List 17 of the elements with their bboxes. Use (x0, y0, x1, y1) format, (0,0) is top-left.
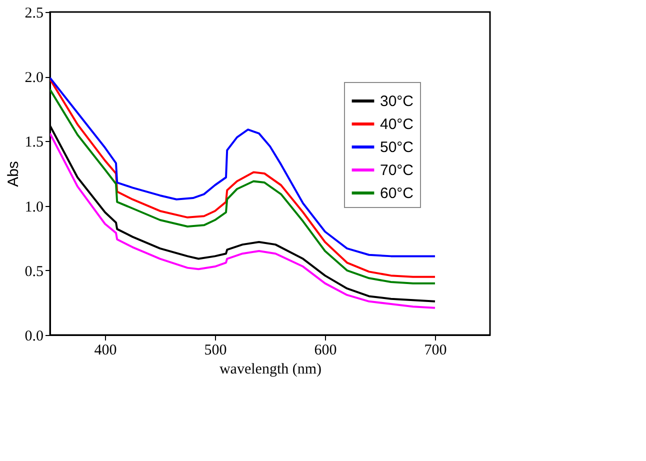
legend-label: 50°C (380, 139, 414, 156)
y-tick-label: 2.5 (24, 6, 44, 22)
y-tick-label: 0.5 (24, 264, 44, 280)
x-tick-label: 700 (424, 342, 447, 358)
x-tick-label: 500 (204, 342, 227, 358)
y-tick-label: 0.0 (24, 328, 44, 344)
legend-label: 60°C (380, 185, 414, 202)
y-tick-label: 1.5 (24, 134, 44, 151)
x-tick-label: 400 (94, 342, 117, 358)
x-tick-label: 600 (314, 342, 337, 358)
legend-label: 40°C (380, 116, 414, 133)
legend-label: 30°C (380, 93, 414, 110)
y-tick-label: 2.0 (24, 70, 44, 86)
y-axis-title: Abs (4, 161, 22, 187)
legend-label: 70°C (380, 162, 414, 179)
x-axis-title: wavelength (nm) (219, 362, 322, 378)
y-tick-label: 1.0 (24, 199, 44, 216)
